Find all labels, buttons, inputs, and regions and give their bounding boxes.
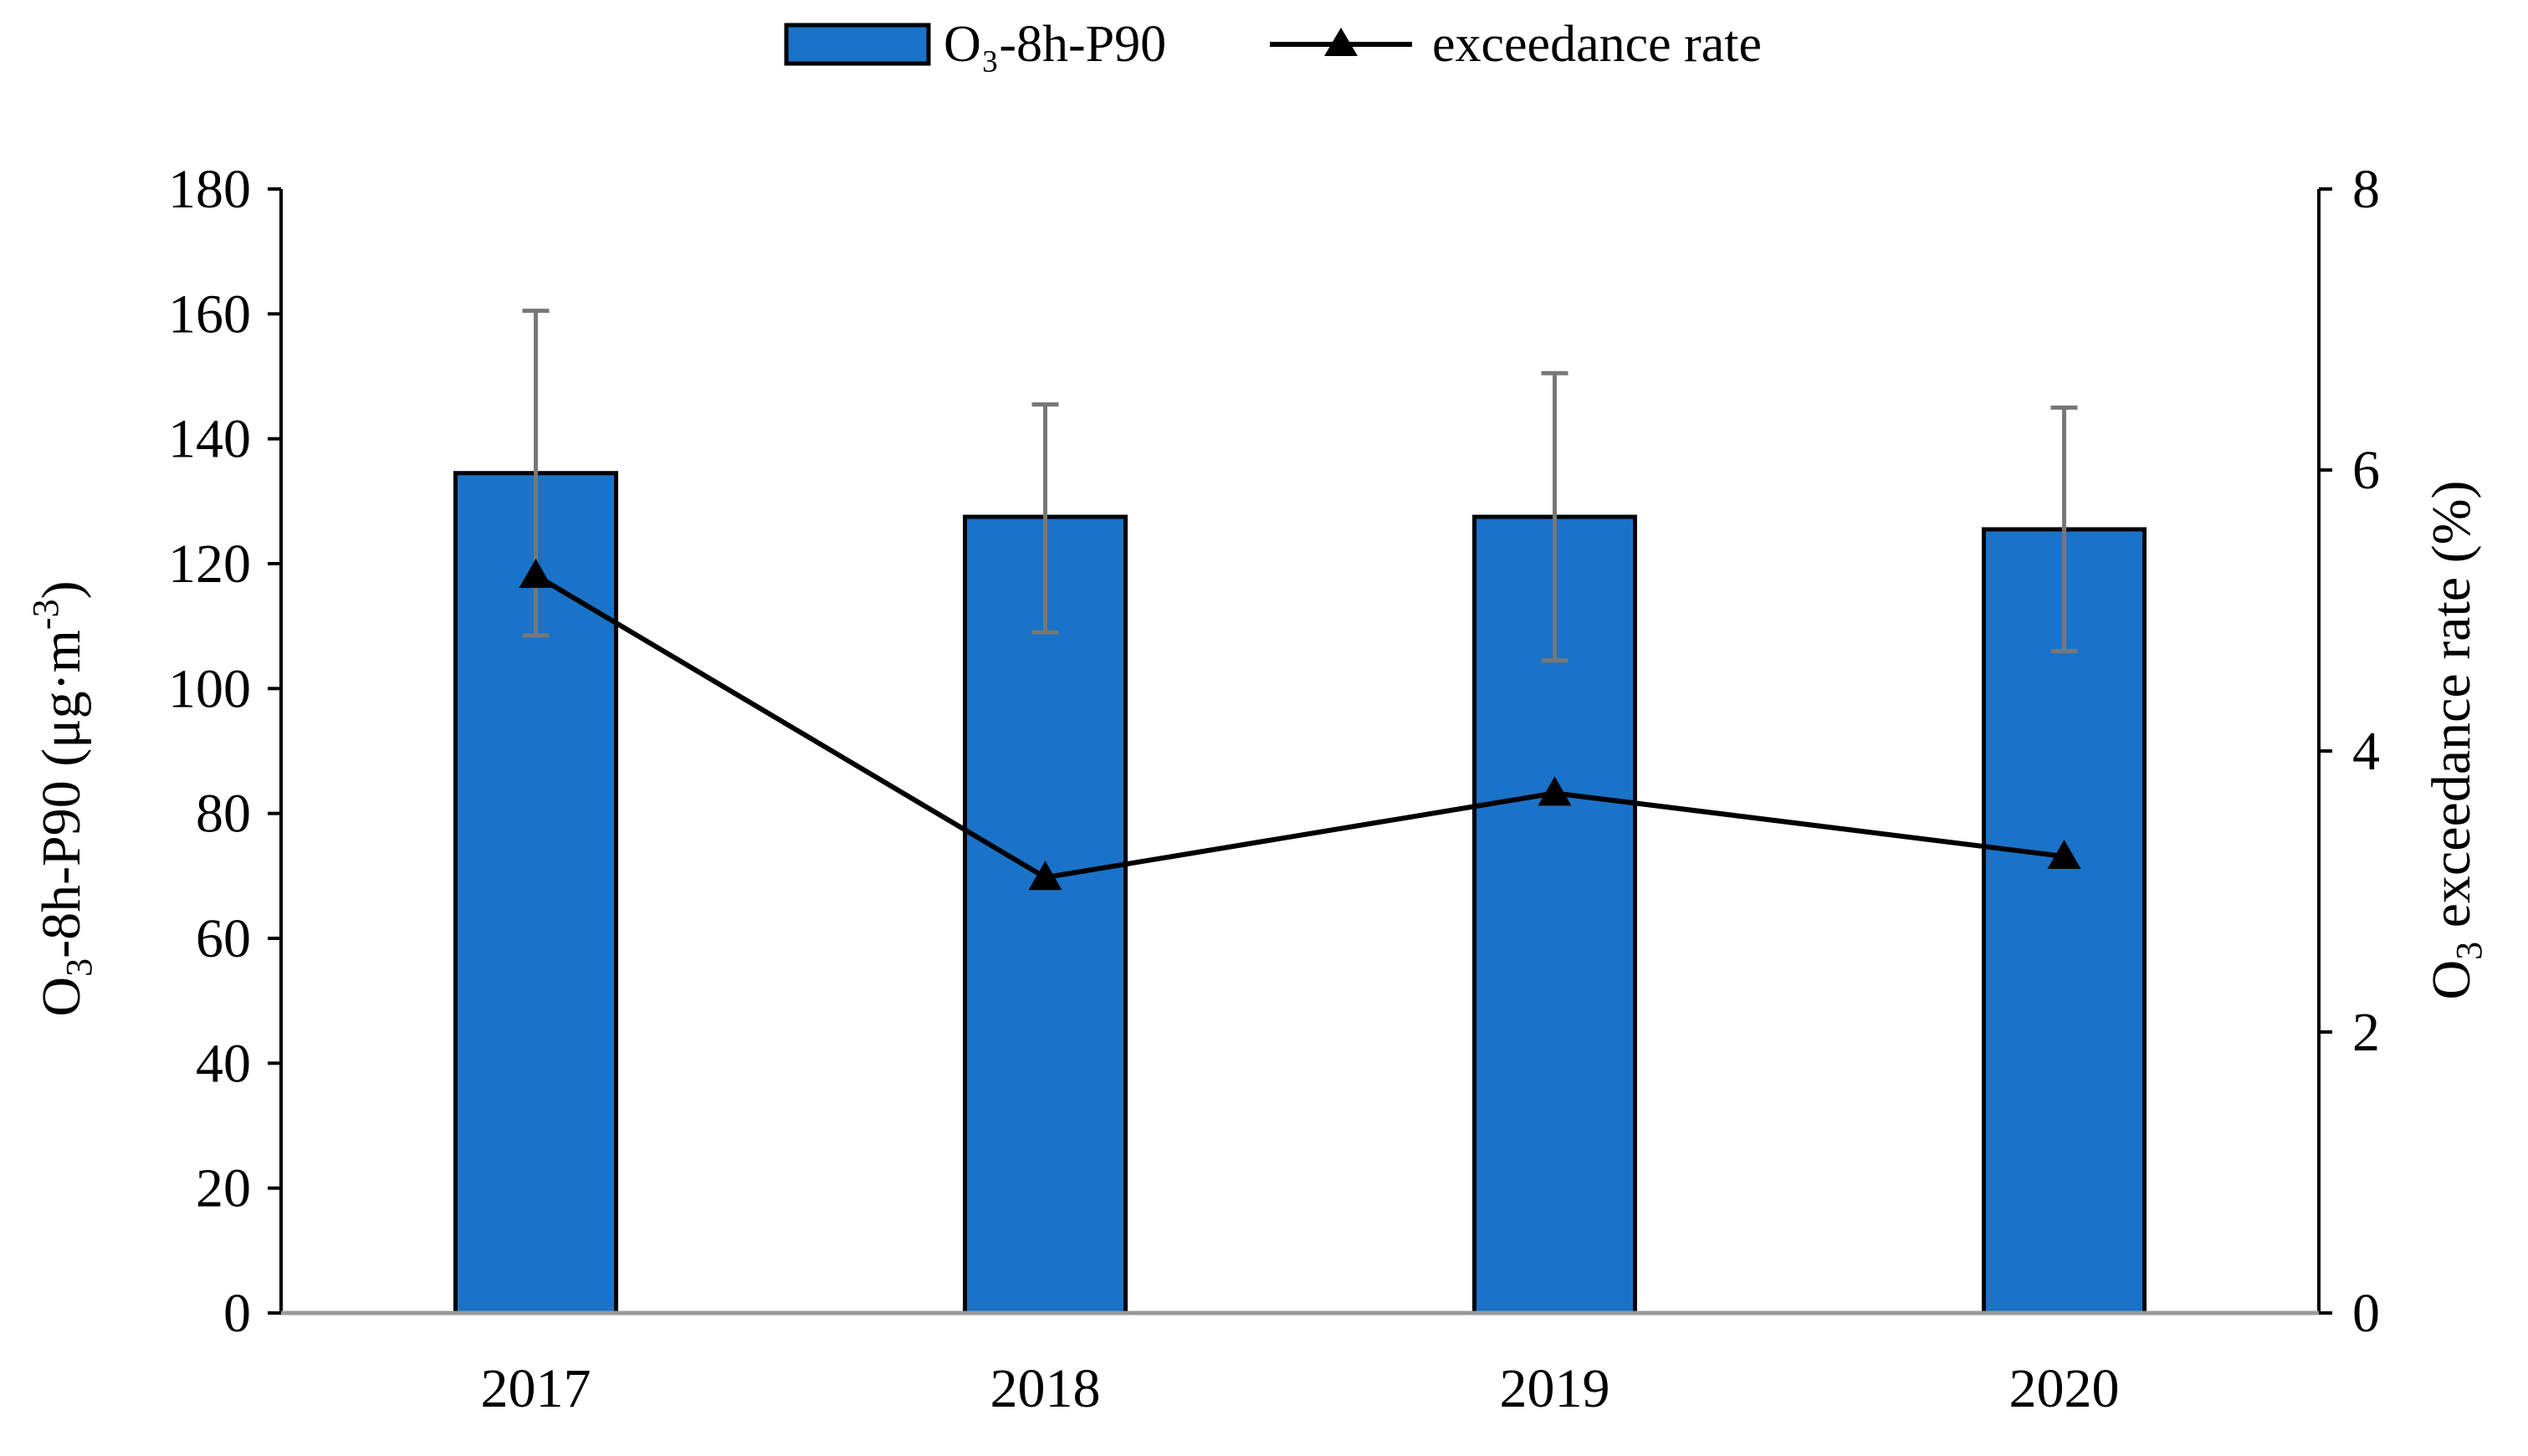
exceedance-point-2017 bbox=[519, 559, 553, 588]
right-axis-title-rest: exceedance rate (%) bbox=[2421, 480, 2482, 941]
x-tick-label-2019: 2019 bbox=[1500, 1358, 1610, 1419]
left-tick-label: 60 bbox=[196, 908, 251, 969]
left-tick-label: 160 bbox=[168, 284, 251, 345]
x-tick-label-2020: 2020 bbox=[2009, 1358, 2120, 1419]
exceedance-point-2020 bbox=[2047, 840, 2081, 869]
x-tick-label-2017: 2017 bbox=[481, 1358, 591, 1419]
legend-bar-label: O₃-8h-P90 bbox=[944, 16, 1166, 73]
legend-line-label: exceedance rate bbox=[1432, 16, 1762, 73]
right-tick-label: 0 bbox=[2352, 1283, 2380, 1344]
legend-bar-swatch bbox=[784, 23, 931, 66]
right-tick-label: 2 bbox=[2352, 1002, 2380, 1063]
left-tick-label: 20 bbox=[196, 1158, 251, 1219]
left-tick-label: 120 bbox=[168, 534, 251, 595]
right-axis-title-main: O bbox=[2421, 960, 2482, 1000]
left-tick-label: 80 bbox=[196, 784, 251, 845]
left-tick-label: 140 bbox=[168, 409, 251, 470]
right-axis-title-sub: 3 bbox=[2449, 942, 2490, 960]
exceedance-point-2018 bbox=[1028, 861, 1062, 891]
left-tick-label: 100 bbox=[168, 658, 251, 719]
left-axis-title-main: O bbox=[31, 977, 92, 1017]
right-axis-title: O3 exceedance rate (%) bbox=[2421, 480, 2490, 999]
bar-2020 bbox=[1982, 527, 2147, 1316]
left-axis-title-rest: -8h-P90 (μg·m bbox=[31, 630, 92, 958]
plot-area: 0 20 40 60 80 100 120 140 160 180 0 2 4 6 8 2017 2018 201… bbox=[168, 159, 2380, 1419]
left-axis-title: O3-8h-P90 (μg·m-3) bbox=[25, 580, 100, 1016]
left-tick-label: 40 bbox=[196, 1033, 251, 1094]
right-tick-label: 4 bbox=[2352, 721, 2380, 782]
left-axis-title-sup: -3 bbox=[25, 599, 66, 630]
left-tick-label: 180 bbox=[168, 159, 251, 220]
legend: O₃-8h-P90 exceedance rate bbox=[784, 16, 1762, 73]
bar-2018 bbox=[963, 514, 1128, 1316]
right-tick-label: 8 bbox=[2352, 159, 2380, 220]
left-axis-title-end: ) bbox=[31, 580, 92, 599]
triangle-marker-icon bbox=[1324, 28, 1358, 56]
right-tick-label: 6 bbox=[2352, 440, 2380, 501]
left-tick-label: 0 bbox=[223, 1283, 251, 1344]
x-tick-label-2018: 2018 bbox=[990, 1358, 1101, 1419]
left-axis-title-sub: 3 bbox=[59, 958, 100, 977]
exceedance-rate-line bbox=[534, 573, 2065, 881]
exceedance-point-2019 bbox=[1538, 776, 1572, 806]
